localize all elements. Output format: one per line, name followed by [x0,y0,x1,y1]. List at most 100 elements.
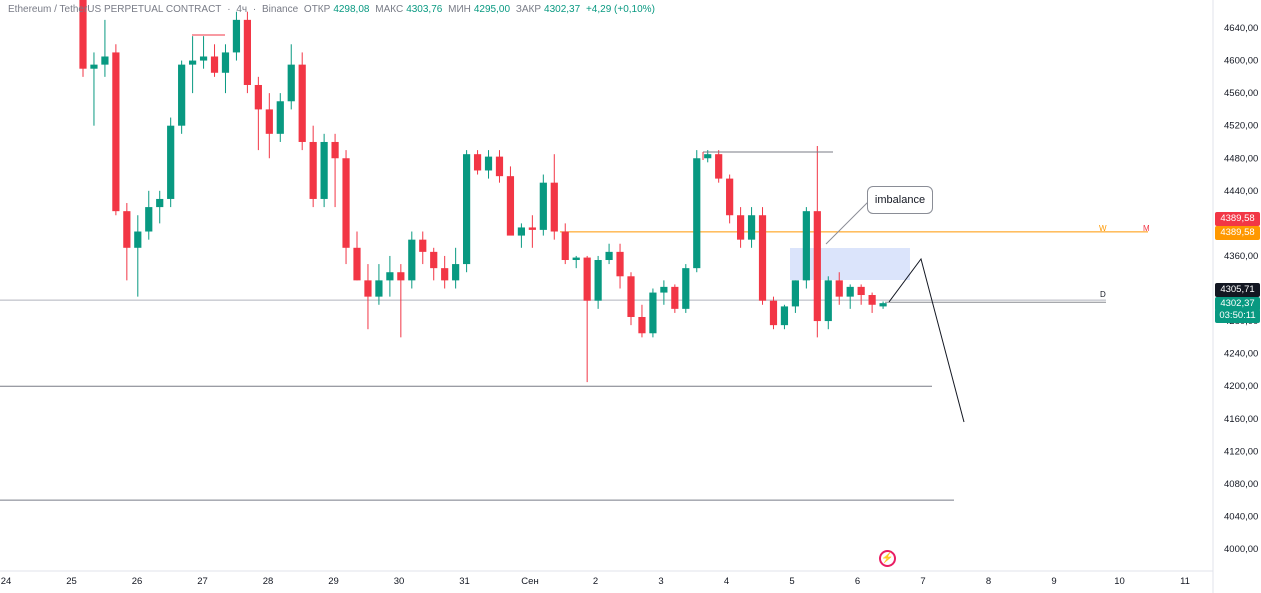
drawings[interactable] [192,34,965,423]
candle-body [649,292,657,334]
low-value: 4295,00 [473,4,511,15]
candle [265,93,273,159]
level-m-label: M [1143,224,1150,233]
candle [463,150,471,273]
separator: · [227,4,231,15]
candle [879,301,887,309]
candle-body [101,56,109,65]
symbol-name[interactable]: Ethereum / TetherUS PERPETUAL CONTRACT [8,4,222,15]
candle-body [452,264,460,281]
high-label: МАКС [375,4,404,15]
candle-body [364,280,372,297]
candle-body [583,257,591,301]
candle [868,292,876,313]
candle [846,284,854,309]
candle-body [758,215,767,301]
candle [506,166,515,236]
candle [747,207,756,248]
candle-body [397,272,405,281]
imbalance-note[interactable]: imbalance [867,186,933,214]
interval-label[interactable]: 4ч [236,4,248,15]
candle-body [791,280,799,307]
candle-body [737,215,745,240]
candle [726,174,734,224]
symbol-legend: Ethereum / TetherUS PERPETUAL CONTRACT ·… [8,4,658,15]
candle [484,150,493,179]
candle-body [265,109,273,134]
candle-body [813,211,821,322]
time-tick-label: 8 [986,576,991,587]
candle [791,280,799,313]
candle [375,264,383,305]
candle [715,150,723,183]
candle [528,215,536,248]
candle [660,280,668,305]
candle [320,133,328,208]
price-tick-label: 4600,00 [1224,56,1258,67]
candle [758,207,767,305]
exchange-label[interactable]: Binance [262,4,299,15]
candle-body [298,64,306,142]
imbalance-rect[interactable] [790,248,910,280]
time-axis[interactable]: 24 25 26 27 28 29 30 31 Сен 2 3 4 5 6 7 8 9 10 11 [1,576,1190,587]
candle-body [199,56,208,61]
price-tick-label: 4480,00 [1224,153,1258,164]
horizontal-levels[interactable]: W M D [0,224,1150,501]
candle-body [134,231,142,248]
candle [441,255,449,289]
open-label: ОТКР [303,4,331,15]
candle-body [495,156,504,177]
candle-body [254,84,262,110]
low-label: МИН [448,4,471,15]
imbalance-zone[interactable] [790,248,910,280]
candle [780,304,789,330]
candle [90,52,98,126]
candle [561,223,569,265]
flash-icon[interactable]: ⚡ [879,550,896,567]
price-tick-label: 4640,00 [1224,23,1258,34]
time-tick-label: 6 [855,576,860,587]
candle-body [221,52,230,73]
candle-body [616,251,624,277]
time-tick-label: 4 [724,576,729,587]
candle-body [627,276,635,317]
candle [649,288,657,338]
price-tick-label: 4080,00 [1224,479,1258,490]
candle-body [167,125,175,199]
candle-body [90,64,98,69]
candle-body [693,158,701,269]
price-tick-label: 4120,00 [1224,446,1258,457]
close-label: ЗАКР [515,4,542,15]
price-tick-label: 4520,00 [1224,121,1258,132]
candle [276,93,284,142]
candle [79,0,87,77]
candle [134,215,142,297]
price-tick-label: 4440,00 [1224,186,1258,197]
price-tick-label: 4200,00 [1224,381,1258,392]
candle [835,272,843,305]
time-tick-label: 28 [263,576,274,587]
candle-body [210,56,219,73]
candle-body [561,231,569,261]
candle [112,44,120,216]
candle [156,190,164,224]
candle-body [463,154,471,265]
candle-body [660,286,668,293]
candle [693,150,701,273]
projection-path[interactable] [888,257,965,423]
change-value: +4,29 (+0,10%) [585,4,655,15]
candle-body [539,182,547,230]
candle-body [528,227,536,230]
time-tick-label: 11 [1180,576,1190,587]
time-tick-label: 29 [328,576,339,587]
candle-body [232,19,241,53]
candle [517,223,525,248]
price-tick-label: 4560,00 [1224,88,1258,99]
imbalance-callout-line[interactable] [825,199,871,245]
price-tick-label: 4160,00 [1224,414,1258,425]
candle-body [715,154,723,179]
candle-body [145,207,153,232]
candle [627,272,635,326]
candle [331,133,339,208]
